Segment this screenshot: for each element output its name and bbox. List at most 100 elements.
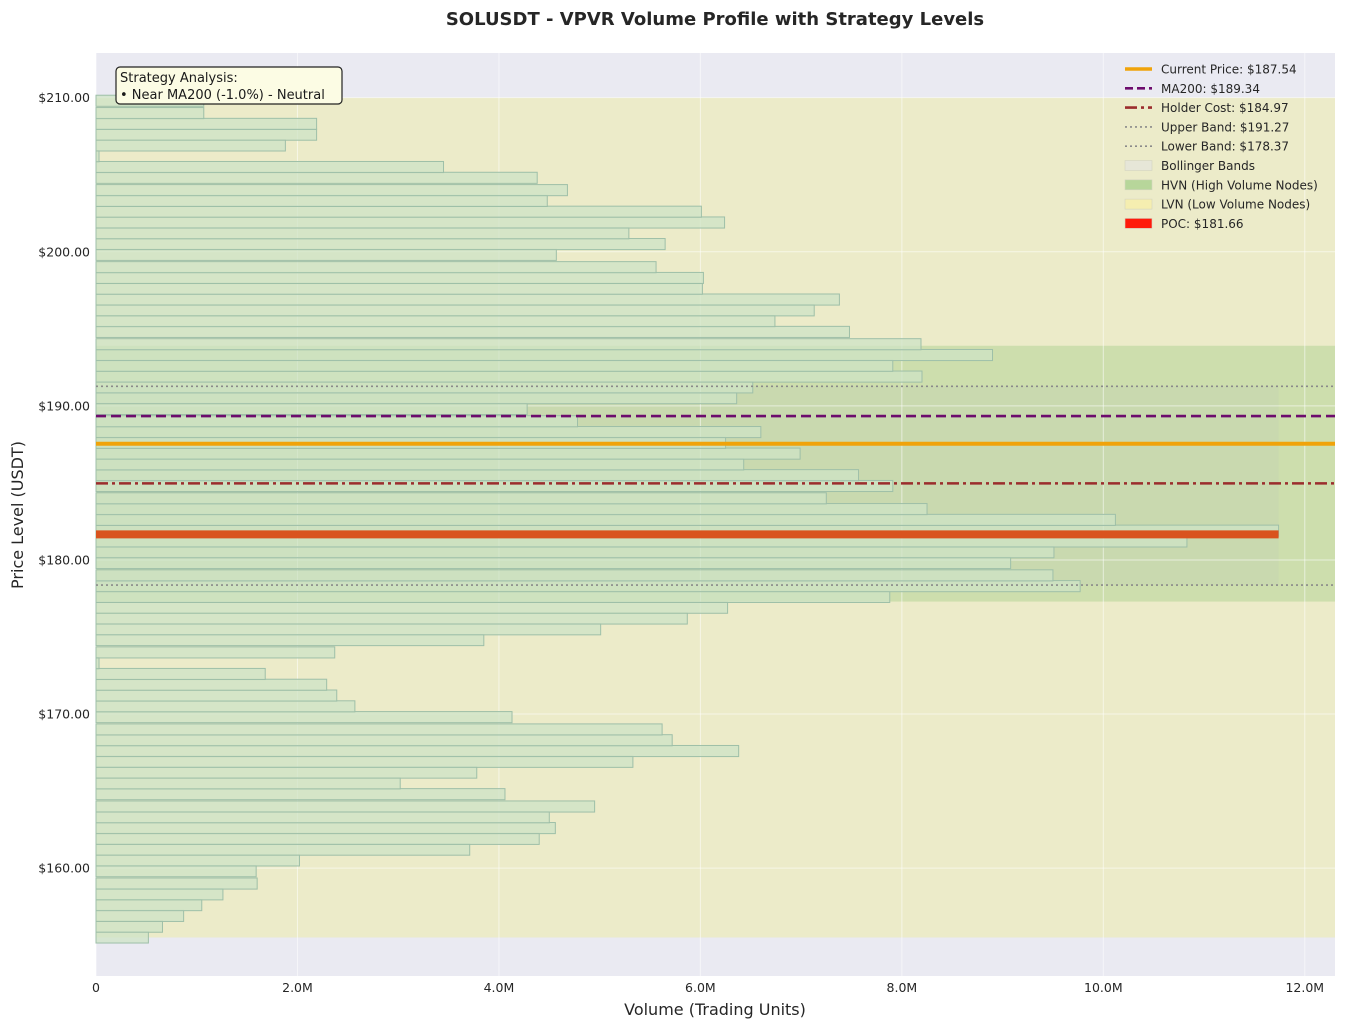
volume-bar (95, 469, 860, 482)
legend-swatch-patch (1124, 160, 1153, 171)
legend-label: MA200: $189.34 (1161, 82, 1260, 96)
chart-title: SOLUSDT - VPVR Volume Profile with Strat… (446, 9, 984, 30)
x-tick-label: 6.0M (685, 980, 716, 995)
volume-bar (95, 700, 356, 713)
volume-bar (95, 415, 578, 428)
volume-bar (95, 293, 840, 306)
volume-bar (95, 216, 726, 229)
volume-bar (95, 359, 894, 372)
volume-bar (95, 304, 815, 317)
y-axis: $160.00 $170.00 $180.00 $190.00 $200.00 $210.… (38, 90, 90, 875)
volume-bar (95, 909, 185, 922)
legend-label: Current Price: $187.54 (1161, 63, 1297, 77)
x-tick-label: 2.0M (282, 980, 313, 995)
legend-label: HVN (High Volume Nodes) (1161, 178, 1318, 192)
volume-bar (95, 513, 1116, 526)
volume-bar (95, 822, 556, 835)
y-tick-label: $210.00 (38, 90, 90, 105)
y-tick-label: $180.00 (38, 552, 90, 567)
volume-bar (95, 723, 663, 736)
volume-bar (95, 657, 100, 670)
x-axis: 0 2.0M 4.0M 6.0M 8.0M 10.0M 12.0M (92, 980, 1324, 995)
annotation-title: Strategy Analysis: (120, 71, 238, 86)
legend-label: LVN (Low Volume Nodes) (1161, 198, 1310, 212)
volume-bar (95, 569, 1054, 582)
volume-bar (95, 667, 266, 681)
volume-bar (95, 734, 673, 747)
volume-bars (95, 94, 1280, 944)
volume-bar (95, 402, 528, 415)
volume-bar (95, 150, 100, 163)
y-tick-label: $190.00 (38, 398, 90, 413)
legend-label: Upper Band: $191.27 (1161, 120, 1289, 134)
volume-bar (95, 744, 740, 758)
volume-bar (95, 370, 923, 383)
volume-bar (95, 612, 688, 625)
x-axis-label: Volume (Trading Units) (624, 1000, 806, 1019)
x-tick-label: 4.0M (484, 980, 515, 995)
x-tick-label: 8.0M (887, 980, 918, 995)
volume-bar (95, 601, 729, 614)
legend-label: POC: $181.66 (1161, 217, 1244, 231)
x-tick-label: 10.0M (1084, 980, 1123, 995)
volume-bar (95, 678, 328, 691)
legend-label: Lower Band: $178.37 (1161, 140, 1289, 154)
volume-bar (95, 184, 568, 197)
volume-bar (95, 381, 754, 394)
volume-bar (95, 931, 149, 944)
y-tick-label: $160.00 (38, 861, 90, 876)
volume-bar (95, 492, 827, 505)
volume-bar (95, 139, 286, 152)
y-tick-label: $170.00 (38, 707, 90, 722)
legend-swatch-patch (1124, 179, 1153, 191)
volume-bar (95, 800, 596, 813)
annotation-box (115, 66, 343, 105)
volume-bar (95, 248, 557, 261)
volume-bar (95, 546, 1055, 559)
volume-bar (95, 766, 478, 779)
volume-bar (95, 107, 205, 120)
legend-label: Bollinger Bands (1161, 159, 1255, 173)
volume-bar (95, 811, 550, 824)
volume-bar (95, 238, 666, 251)
volume-bar (95, 261, 657, 274)
volume-bar (95, 392, 738, 405)
volume-bar (95, 865, 257, 878)
legend-swatch-patch (1124, 198, 1153, 210)
volume-bar (95, 843, 471, 856)
volume-bar (95, 194, 548, 207)
volume-bar (95, 282, 703, 295)
volume-bar (95, 580, 1081, 593)
volume-bar (95, 634, 485, 647)
volume-bar (95, 128, 318, 141)
x-tick-label: 0 (92, 980, 100, 995)
strategy-analysis-box: Strategy Analysis: • Near MA200 (-1.0%) -… (115, 66, 343, 105)
volume-bar (95, 426, 762, 439)
volume-bar (95, 590, 891, 603)
volume-bar (95, 623, 602, 636)
volume-bar (95, 920, 163, 933)
volume-bar (95, 556, 1012, 570)
volume-bar (95, 325, 850, 338)
volume-bar (95, 832, 540, 845)
volume-bar (95, 503, 928, 516)
y-axis-label: Price Level (USDT) (8, 441, 27, 589)
volume-bar (95, 348, 994, 362)
volume-bar (95, 271, 704, 285)
volume-bar (95, 689, 338, 702)
volume-bar (95, 777, 401, 790)
volume-bar (95, 711, 513, 724)
volume-bar (95, 458, 745, 471)
legend-swatch-patch (1124, 218, 1153, 229)
volume-bar (95, 160, 445, 174)
volume-bar (95, 877, 258, 890)
volume-bar (95, 447, 801, 460)
volume-bar (95, 646, 336, 659)
volume-bar (95, 117, 318, 130)
volume-bar (95, 171, 538, 184)
y-tick-label: $200.00 (38, 244, 90, 259)
volume-bar (95, 854, 300, 867)
volume-bar (95, 788, 506, 801)
